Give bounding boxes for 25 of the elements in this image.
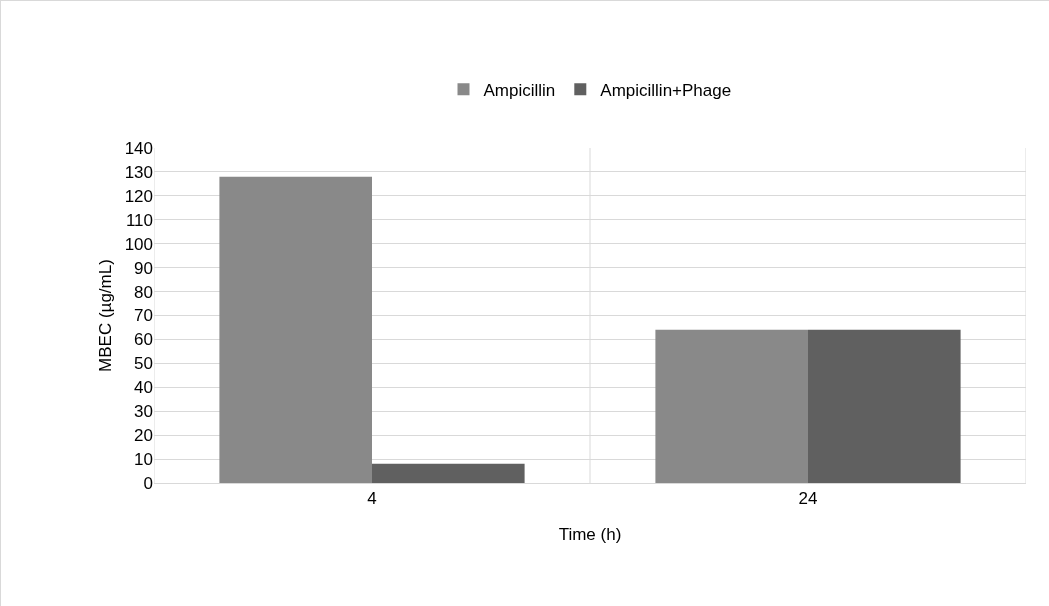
y-tick-label: 0 — [143, 473, 153, 493]
y-tick-label: 120 — [124, 186, 153, 206]
y-tick-label: 60 — [134, 330, 153, 350]
x-tick-label: 24 — [798, 489, 818, 509]
y-tick-label: 140 — [124, 138, 153, 158]
x-axis-title: Time (h) — [558, 524, 622, 544]
bar — [372, 463, 525, 483]
y-tick-label: 130 — [124, 162, 153, 182]
y-tick-label: 30 — [134, 402, 153, 422]
legend-label: Ampicillin+Phage — [600, 80, 732, 100]
legend-label: Ampicillin — [483, 80, 556, 100]
y-tick-label: 80 — [134, 282, 153, 302]
y-tick-label: 40 — [134, 378, 153, 398]
y-tick-label: 20 — [134, 426, 153, 446]
y-tick-label: 70 — [134, 306, 153, 326]
y-tick-label: 110 — [125, 210, 153, 230]
x-tick-label: 4 — [367, 489, 377, 509]
y-tick-label: 50 — [134, 354, 153, 374]
y-tick-label: 100 — [124, 234, 153, 254]
y-tick-label: 90 — [134, 258, 153, 278]
y-axis-title: MBEC (µg/mL) — [96, 259, 116, 372]
y-tick-label: 10 — [134, 450, 153, 470]
bar — [219, 176, 372, 483]
bar — [808, 329, 961, 483]
bar — [655, 329, 808, 483]
